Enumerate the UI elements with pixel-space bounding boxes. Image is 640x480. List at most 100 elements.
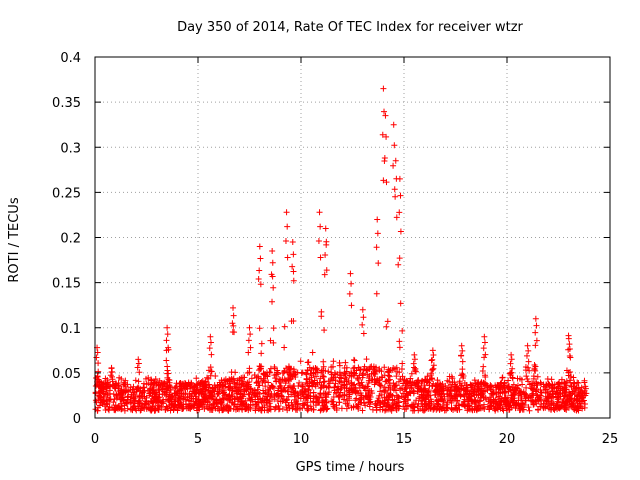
data-point: [279, 405, 286, 412]
data-point: [554, 396, 561, 403]
data-point: [266, 405, 273, 412]
data-point: [255, 275, 262, 282]
data-point: [117, 396, 124, 403]
data-point: [223, 405, 230, 412]
data-point: [300, 393, 307, 400]
data-point: [184, 394, 191, 401]
data-point: [109, 368, 116, 375]
data-point: [346, 389, 353, 396]
data-point: [286, 376, 293, 383]
data-point: [525, 378, 532, 385]
data-point: [230, 312, 237, 319]
y-tick-label: 0.35: [52, 96, 81, 111]
data-point: [392, 157, 399, 164]
data-point: [188, 380, 195, 387]
data-point: [475, 392, 482, 399]
data-point: [163, 357, 170, 364]
data-point: [533, 385, 540, 392]
data-point: [467, 406, 474, 413]
data-point: [342, 359, 349, 366]
data-point: [299, 369, 306, 376]
data-point: [208, 368, 215, 375]
data-point: [482, 351, 489, 358]
data-point: [458, 352, 465, 359]
data-point: [448, 384, 455, 391]
data-point: [410, 388, 417, 395]
data-point: [209, 385, 216, 392]
data-point: [321, 271, 328, 278]
data-point: [132, 377, 139, 384]
data-point: [359, 306, 366, 313]
data-point: [171, 396, 178, 403]
data-point: [568, 384, 575, 391]
data-point: [143, 394, 150, 401]
data-point: [421, 400, 428, 407]
data-point: [294, 369, 301, 376]
data-point: [269, 383, 276, 390]
data-point: [295, 383, 302, 390]
data-point: [446, 373, 453, 380]
data-point: [381, 364, 388, 371]
data-point: [350, 365, 357, 372]
data-point: [158, 399, 165, 406]
data-point: [317, 375, 324, 382]
data-point: [446, 397, 453, 404]
data-point: [321, 327, 328, 334]
data-point: [513, 384, 520, 391]
data-point: [514, 375, 521, 382]
data-point: [453, 384, 460, 391]
data-point: [479, 404, 486, 411]
data-point: [303, 370, 310, 377]
data-point: [269, 259, 276, 266]
data-point: [518, 376, 525, 383]
data-point: [165, 344, 172, 351]
data-point: [207, 339, 214, 346]
data-point: [439, 381, 446, 388]
data-point: [396, 255, 403, 262]
data-point: [318, 313, 325, 320]
data-point: [537, 396, 544, 403]
data-point: [116, 391, 123, 398]
data-point: [232, 388, 239, 395]
data-point: [566, 341, 573, 348]
data-point: [121, 407, 128, 414]
data-point: [441, 407, 448, 414]
y-tick-label: 0.15: [52, 277, 81, 292]
y-tick-label: 0.1: [60, 322, 81, 337]
y-tick-label: 0: [73, 412, 81, 427]
data-point: [507, 372, 514, 379]
data-point: [400, 390, 407, 397]
data-point: [446, 378, 453, 385]
data-point: [224, 378, 231, 385]
data-point: [469, 388, 476, 395]
data-point: [391, 142, 398, 149]
data-point: [373, 402, 380, 409]
data-point: [183, 405, 190, 412]
data-point: [308, 366, 315, 373]
data-point: [526, 367, 533, 374]
data-point: [446, 390, 453, 397]
data-point: [382, 112, 389, 119]
data-point: [304, 392, 311, 399]
data-point: [303, 402, 310, 409]
data-point: [355, 375, 362, 382]
data-point: [314, 365, 321, 372]
data-point: [231, 396, 238, 403]
data-point: [153, 397, 160, 404]
data-point: [399, 327, 406, 334]
data-point: [211, 382, 218, 389]
data-point: [274, 369, 281, 376]
data-point: [188, 398, 195, 405]
data-point: [102, 375, 109, 382]
data-point: [489, 390, 496, 397]
data-point: [142, 397, 149, 404]
data-point: [465, 393, 472, 400]
x-tick-label: 25: [602, 432, 619, 447]
data-point: [245, 390, 252, 397]
data-point: [258, 340, 265, 347]
data-point: [429, 356, 436, 363]
data-point: [192, 393, 199, 400]
data-point: [373, 290, 380, 297]
data-point: [390, 386, 397, 393]
data-point: [112, 402, 119, 409]
